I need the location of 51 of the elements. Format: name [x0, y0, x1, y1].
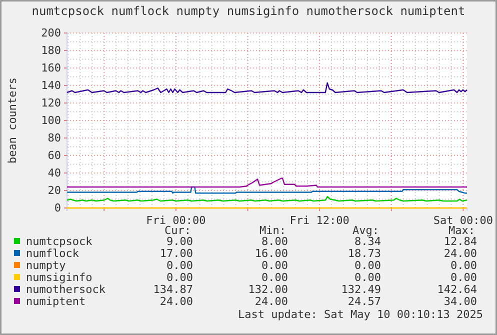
text: 142.64 [437, 283, 478, 296]
x-tick-label: Fri 00:00 [146, 214, 206, 227]
text: 24.00 [444, 247, 477, 260]
text: 0.00 [166, 271, 193, 284]
text: 132.49 [341, 283, 381, 296]
legend-label: numflock [26, 247, 80, 260]
text: 24.57 [348, 295, 381, 308]
y-tick-label: 60 [48, 149, 61, 162]
y-tick-label: 100 [41, 114, 61, 128]
y-tick-label: 120 [41, 96, 61, 110]
text: 17.00 [160, 247, 193, 260]
y-tick-label: 180 [41, 44, 61, 58]
y-tick-label: 140 [41, 79, 61, 92]
text: 0.00 [354, 259, 381, 272]
text: 9.00 [166, 235, 193, 248]
text: 8.00 [262, 235, 288, 248]
x-tick-label: Sat 00:00 [433, 214, 494, 227]
text: 0.00 [450, 271, 477, 284]
legend-label: numiptent [26, 295, 86, 308]
text: 12.84 [444, 235, 478, 248]
y-axis-title: bean counters [6, 77, 19, 164]
text: 134.87 [153, 283, 193, 296]
text: 34.00 [444, 295, 477, 308]
y-tick-label: 200 [41, 26, 61, 40]
text: Last update: Sat May 10 00:10:13 2025 [238, 308, 483, 321]
text: Max: [448, 224, 475, 237]
text: 24.00 [254, 295, 288, 308]
text: Min: [260, 224, 286, 237]
y-tick-label: 160 [41, 62, 61, 75]
x-tick-label: Fri 12:00 [290, 214, 350, 227]
text: 0.00 [166, 259, 193, 272]
text: 0.00 [450, 259, 477, 272]
chart-title: numtcpsock numflock numpty numsiginfo numothersock numiptent [32, 4, 466, 18]
text: 8.34 [354, 235, 382, 248]
y-tick-label: 20 [48, 184, 61, 198]
text: 0.00 [354, 271, 381, 284]
text: Avg: [352, 224, 379, 237]
text: 18.73 [348, 247, 381, 260]
legend-label: numothersock [26, 283, 106, 296]
text: 0.00 [262, 271, 288, 284]
y-tick-label: 0 [54, 202, 61, 215]
y-tick-label: 80 [48, 132, 61, 145]
legend-label: numtcpsock [26, 235, 93, 248]
text: 132.00 [248, 283, 288, 296]
legend-label: numpty [26, 259, 66, 272]
legend-label: numsiginfo [26, 271, 92, 284]
y-tick-label: 40 [48, 166, 61, 180]
text: 16.00 [254, 247, 288, 260]
text: Cur: [164, 224, 191, 237]
text: 0.00 [262, 259, 288, 272]
text: 24.00 [160, 295, 193, 308]
